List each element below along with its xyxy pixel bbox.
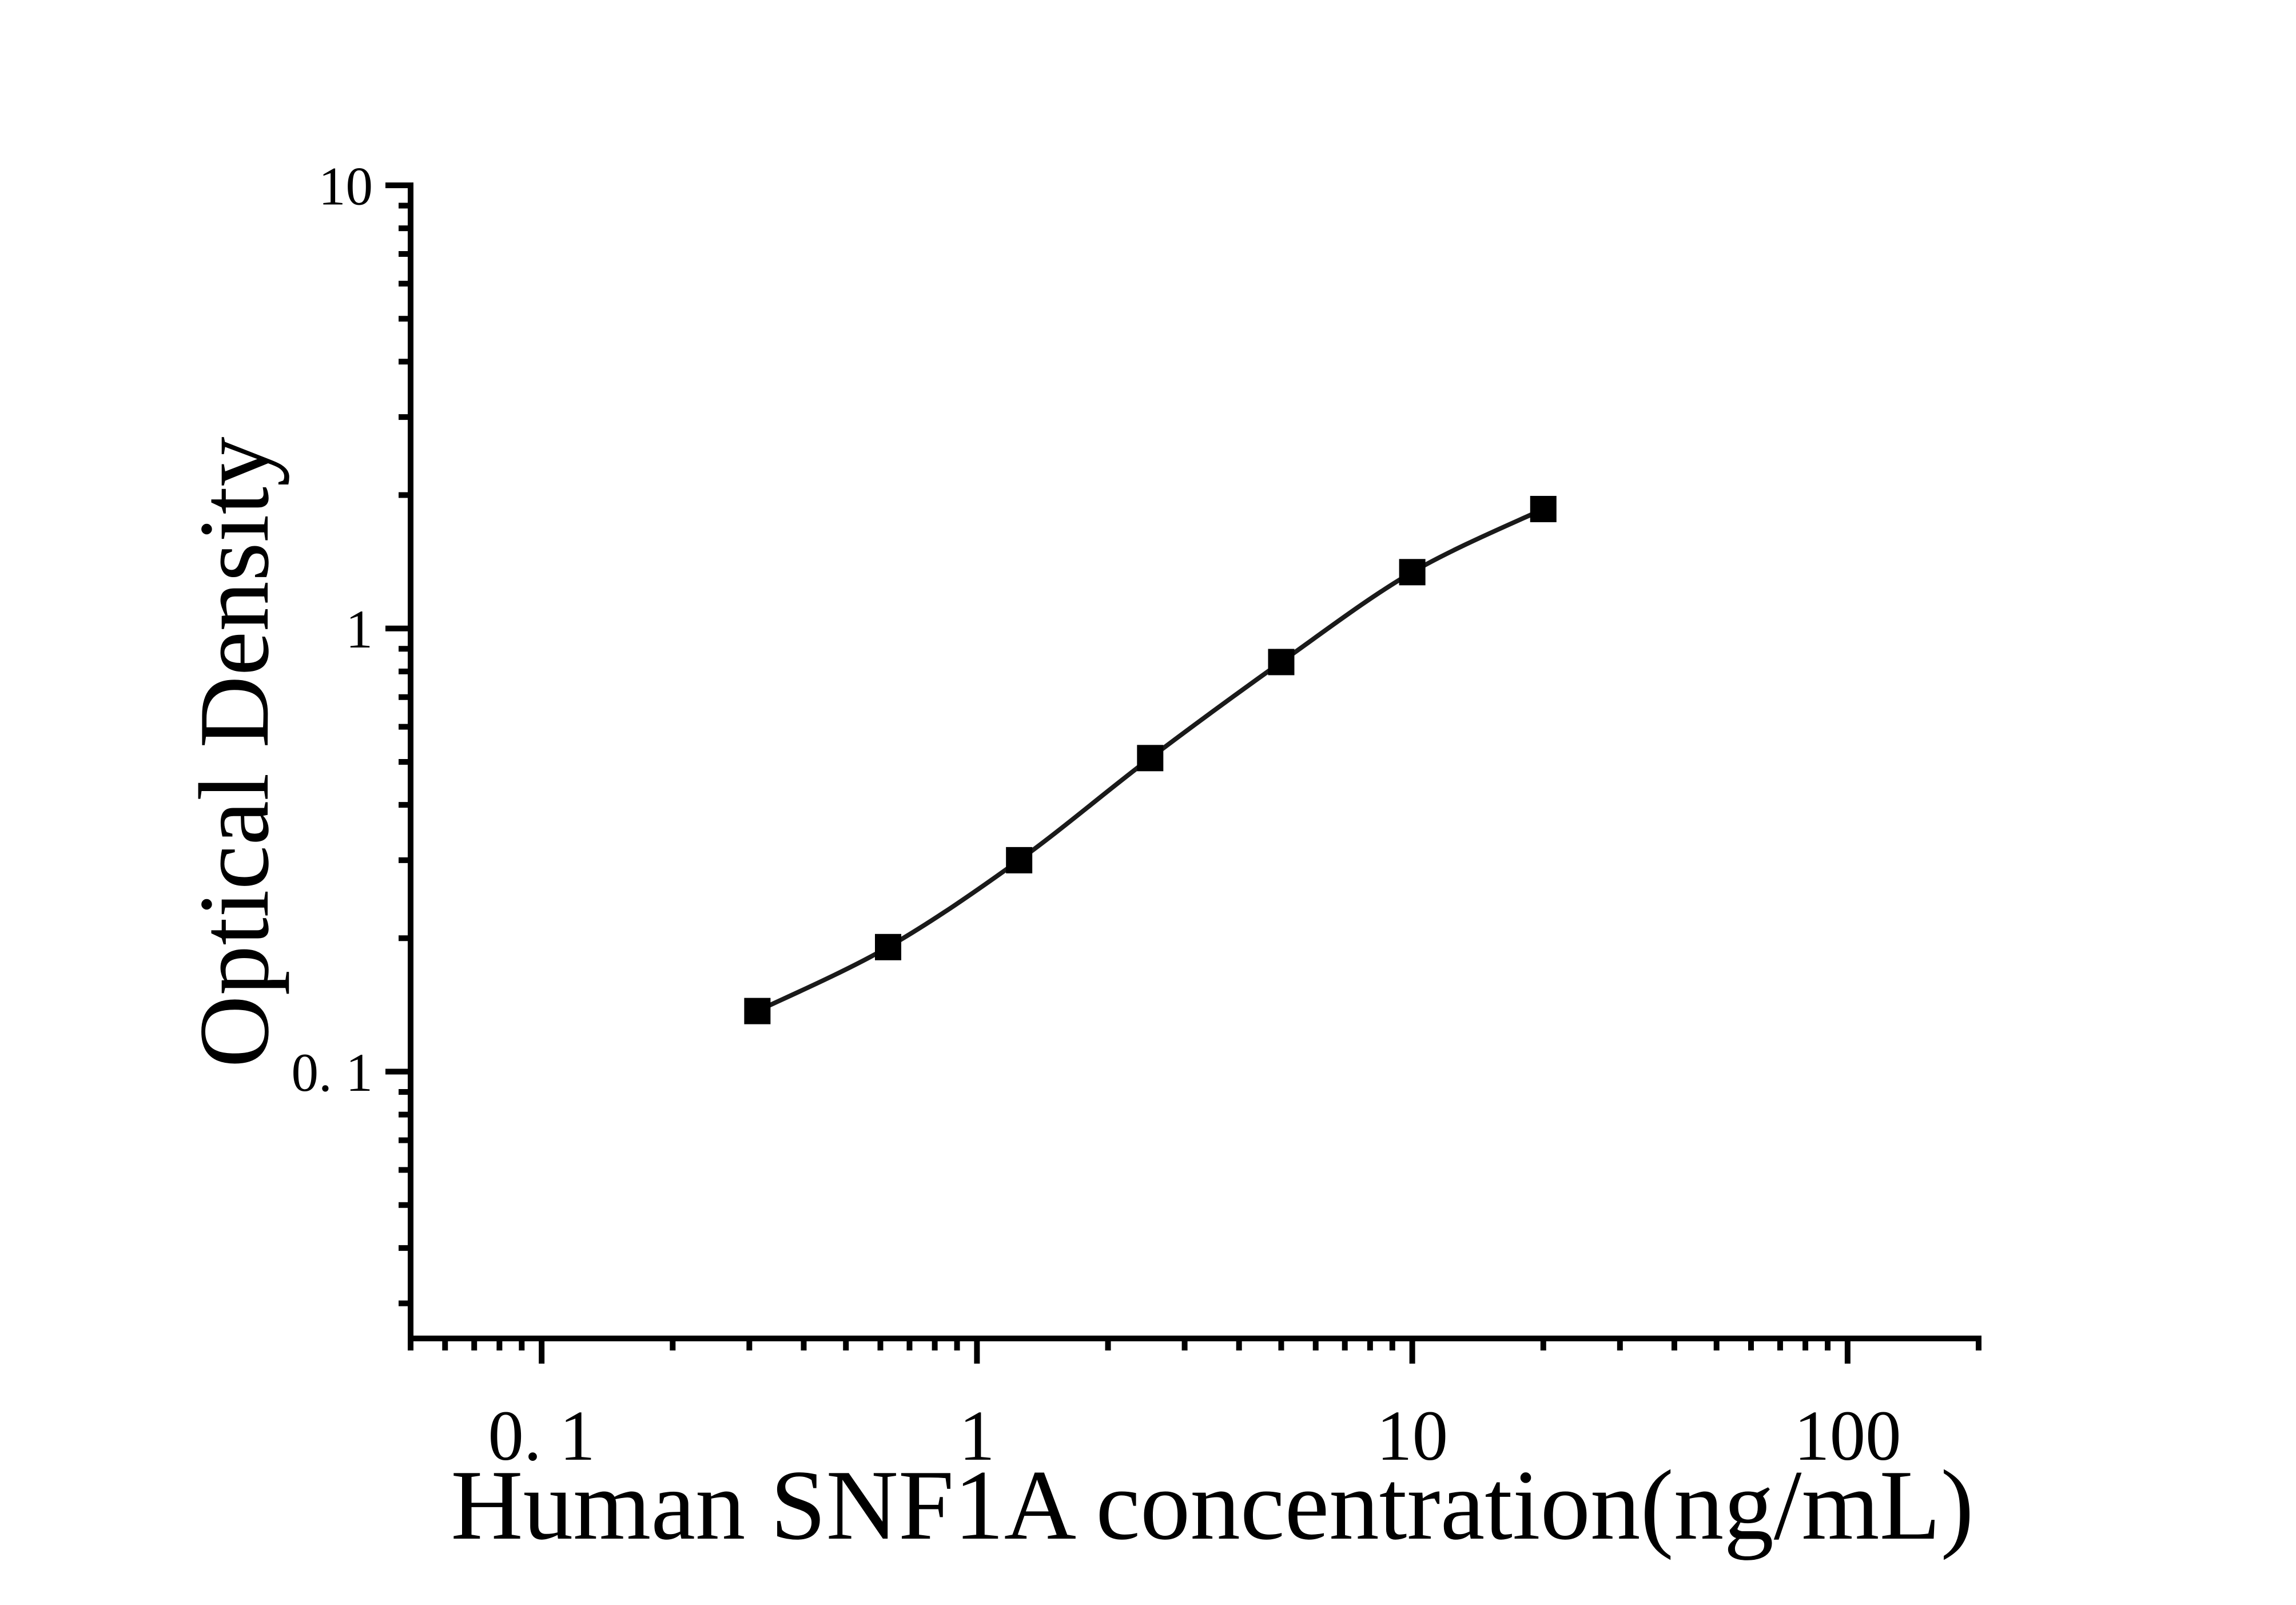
series-layer — [744, 495, 1557, 1024]
y-axis-tick-label: 1 — [346, 599, 373, 660]
axes-layer — [408, 182, 1981, 1341]
tick-labels-layer: 0. 1 1 10 100 0. 1 1 10 — [292, 156, 1901, 1476]
data-point-marker — [1268, 649, 1295, 676]
x-axis-tick-label: 10 — [1376, 1397, 1448, 1476]
data-point-marker — [1399, 559, 1426, 586]
data-point-marker — [1006, 847, 1033, 873]
x-axis-tick-label: 0. 1 — [488, 1397, 595, 1476]
y-axis-tick-label: 0. 1 — [292, 1042, 373, 1103]
data-point-marker — [744, 998, 771, 1024]
data-point-marker — [875, 933, 902, 960]
ticks-layer — [385, 182, 1981, 1364]
axis-spines — [408, 182, 1981, 1341]
y-axis-title: Optical Density — [178, 436, 289, 1067]
y-axis-tick-label: 10 — [319, 156, 373, 216]
x-axis-title: Human SNF1A concentration(ng/mL) — [451, 1449, 1973, 1560]
data-point-marker — [1137, 745, 1164, 772]
x-axis-tick-label: 1 — [959, 1397, 995, 1476]
data-point-marker — [1530, 495, 1557, 522]
x-axis-tick-label: 100 — [1794, 1397, 1901, 1476]
